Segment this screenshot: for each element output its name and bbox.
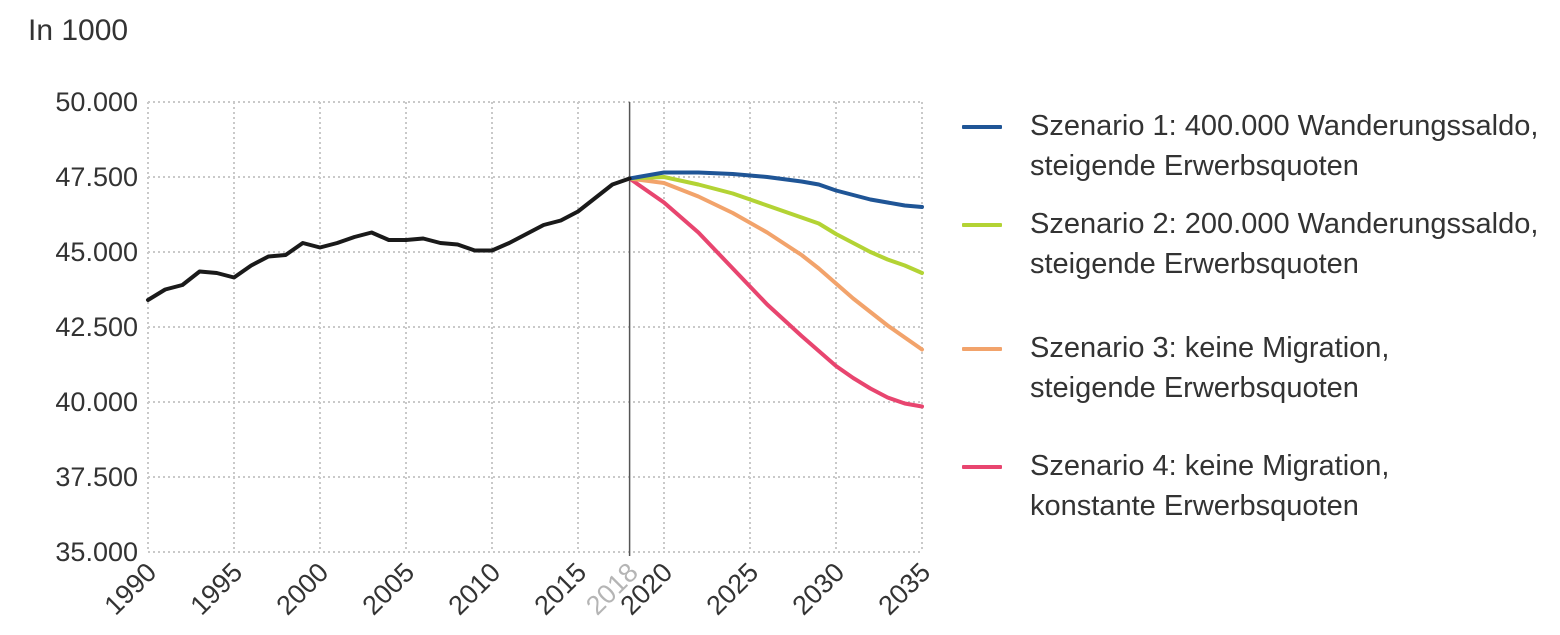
y-tick-label: 35.000	[55, 537, 138, 567]
y-unit-label: In 1000	[28, 14, 129, 47]
x-tick-label: 2010	[443, 557, 507, 621]
legend-label-line: steigende Erwerbsquoten	[1030, 372, 1359, 404]
legend-item-szenario-2: Szenario 2: 200.000 Wanderungssaldo, stei…	[962, 204, 1538, 284]
legend-label: Szenario 4: keine Migration, konstante Er…	[1030, 446, 1389, 526]
legend-label-line: Szenario 1: 400.000 Wanderungssaldo,	[1030, 110, 1539, 142]
legend-label-line: steigende Erwerbsquoten	[1030, 248, 1359, 280]
legend-swatch	[962, 223, 1002, 227]
y-tick-label: 42.500	[55, 312, 138, 342]
legend-label-line: steigende Erwerbsquoten	[1030, 150, 1359, 182]
x-tick-label: 2035	[873, 557, 937, 621]
series-line-szenario-1	[627, 170, 924, 209]
y-tick-label: 37.500	[55, 462, 138, 492]
legend: Szenario 1: 400.000 Wanderungssaldo, stei…	[962, 0, 1560, 635]
legend-swatch	[962, 465, 1002, 469]
legend-label-line: Szenario 3: keine Migration,	[1030, 332, 1390, 364]
series-line-szenario-2	[627, 175, 924, 275]
legend-label-line: Szenario 2: 200.000 Wanderungssaldo,	[1030, 208, 1539, 240]
x-tick-label: 2015	[529, 557, 593, 621]
x-tick-label: 2005	[357, 557, 421, 621]
legend-label-line: Szenario 4: keine Migration,	[1030, 450, 1390, 482]
y-tick-label: 45.000	[55, 237, 138, 267]
y-tick-label: 47.500	[55, 162, 138, 192]
x-tick-label: 2030	[787, 557, 851, 621]
y-tick-label: 40.000	[55, 387, 138, 417]
x-tick-label: 1995	[185, 557, 249, 621]
legend-label: Szenario 3: keine Migration, steigende Er…	[1030, 328, 1389, 408]
x-tick-label: 2025	[701, 557, 765, 621]
legend-item-szenario-4: Szenario 4: keine Migration, konstante Er…	[962, 446, 1389, 526]
legend-label-line: konstante Erwerbsquoten	[1030, 490, 1359, 522]
legend-swatch	[962, 125, 1002, 129]
legend-label: Szenario 2: 200.000 Wanderungssaldo, stei…	[1030, 204, 1538, 284]
historical-line	[146, 176, 632, 302]
legend-item-szenario-3: Szenario 3: keine Migration, steigende Er…	[962, 328, 1389, 408]
legend-swatch	[962, 347, 1002, 351]
x-tick-label: 2000	[271, 557, 335, 621]
series-line-szenario-4	[627, 176, 924, 409]
legend-label: Szenario 1: 400.000 Wanderungssaldo, stei…	[1030, 106, 1538, 186]
legend-item-szenario-1: Szenario 1: 400.000 Wanderungssaldo, stei…	[962, 106, 1538, 186]
y-tick-label: 50.000	[55, 87, 138, 117]
series-line-szenario-3	[627, 176, 924, 352]
